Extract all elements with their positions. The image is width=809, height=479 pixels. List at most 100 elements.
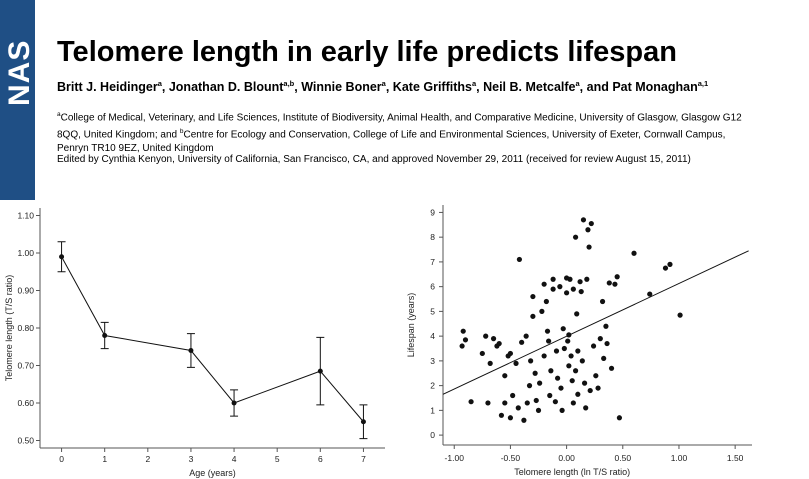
author-name: Neil B. Metcalfe (483, 80, 576, 95)
scatter-point (558, 385, 564, 391)
scatter-point (559, 407, 565, 413)
scatter-point (502, 400, 508, 406)
author-name: Jonathan D. Blount (168, 80, 284, 95)
scatter-point (524, 400, 530, 406)
scatter-point (541, 353, 547, 359)
data-point (59, 254, 65, 260)
author-separator: , and (579, 80, 613, 95)
scatter-point (535, 407, 542, 413)
scatter-point (557, 284, 563, 290)
scatter-point (490, 336, 497, 342)
scatter-point (544, 328, 551, 334)
scatter-point (667, 261, 673, 267)
y-tick-label: 2 (430, 381, 435, 391)
scatter-point (507, 415, 514, 421)
scatter-point (597, 336, 603, 342)
y-tick-label: 8 (430, 232, 435, 242)
author-separator: , (161, 80, 169, 95)
scatter-point (468, 399, 474, 405)
y-tick-label: 6 (430, 282, 435, 292)
scatter-point (523, 333, 529, 339)
scatter-point (570, 400, 576, 406)
author-affiliation-mark: a,b (283, 79, 295, 88)
author-separator: , (476, 80, 484, 95)
scatter-point (572, 368, 579, 374)
scatter-point (677, 312, 683, 318)
y-tick-label: 0 (430, 430, 435, 440)
y-tick-label: 5 (430, 306, 435, 316)
scatter-point (537, 380, 543, 386)
scatter-point (539, 308, 545, 314)
scatter-point (587, 387, 593, 394)
scatter-point (485, 400, 491, 406)
author-list: Britt J. Heidingera, Jonathan D. Blounta… (57, 79, 708, 94)
scatter-point (593, 373, 599, 379)
scatter-point (574, 311, 580, 317)
scatter-point (513, 360, 519, 366)
scatter-point (566, 363, 572, 369)
affiliation-mark-a: a (57, 111, 61, 118)
scatter-point (560, 326, 566, 332)
y-tick-label: 0.80 (17, 323, 34, 333)
y-tick-label: 0.50 (17, 436, 34, 446)
scatter-point (530, 293, 536, 300)
y-tick-label: 1 (430, 405, 435, 415)
scatter-point (581, 380, 588, 386)
series-line (61, 256, 364, 423)
x-tick-label: 0.50 (615, 453, 632, 463)
x-tick-label: 2 (145, 454, 150, 464)
trend-line (442, 250, 749, 395)
paper-title: Telomere length in early life predicts l… (57, 36, 677, 68)
y-tick-label: 4 (430, 331, 435, 341)
scatter-point (515, 405, 521, 411)
scatter-point (510, 392, 516, 399)
scatter-point (546, 338, 552, 344)
author-affiliation-mark: a,1 (697, 79, 709, 88)
x-tick-label: 0.00 (558, 453, 575, 463)
scatter-point (566, 332, 572, 338)
data-point (188, 348, 194, 353)
data-point (102, 333, 108, 338)
scatter-point (601, 355, 607, 362)
author-affiliation-mark: a (381, 79, 386, 88)
scatter-point (616, 415, 623, 421)
scatter-point (570, 286, 576, 292)
author-separator: , (294, 80, 302, 95)
affiliation-b-text: Centre for Ecology and Conservation, Col… (57, 129, 726, 154)
affiliations: aCollege of Medical, Veterinary, and Lif… (57, 108, 757, 155)
y-tick-label: 9 (430, 207, 435, 217)
y-tick-label: 0.70 (17, 361, 34, 371)
x-tick-label: 0 (59, 454, 64, 464)
scatter-point (550, 276, 556, 282)
x-axis-label: Age (years) (189, 468, 236, 478)
scatter-point (507, 350, 514, 357)
scatter-point (575, 391, 581, 397)
scatter-point (631, 250, 637, 256)
scatter-point (459, 343, 465, 349)
scatter-point (479, 350, 485, 357)
y-tick-label: 7 (430, 257, 435, 267)
y-axis-label: Telomere length (T/S ratio) (4, 275, 14, 382)
scatter-point (521, 417, 527, 423)
scatter-point (583, 405, 589, 411)
scatter-point (614, 274, 620, 280)
scatter-point (561, 345, 567, 352)
author-name: Kate Griffiths (392, 80, 472, 95)
scatter-point (496, 340, 502, 347)
scatter-point (578, 288, 584, 295)
scatter-point (547, 392, 553, 399)
scatter-point (577, 279, 583, 285)
scatter-point (599, 298, 606, 305)
scatter-point (647, 291, 653, 297)
scatter-point (483, 333, 489, 339)
scatter-point (565, 338, 571, 344)
x-tick-label: 3 (189, 454, 194, 464)
x-tick-label: 6 (318, 454, 323, 464)
author-separator: , (385, 80, 393, 95)
x-tick-label: 1.50 (727, 453, 744, 463)
scatter-point (586, 244, 592, 250)
x-tick-label: -1.00 (445, 453, 465, 463)
y-tick-label: 3 (430, 356, 435, 366)
x-axis-label: Telomere length (ln T/S ratio) (514, 467, 630, 477)
x-tick-label: 4 (232, 454, 237, 464)
